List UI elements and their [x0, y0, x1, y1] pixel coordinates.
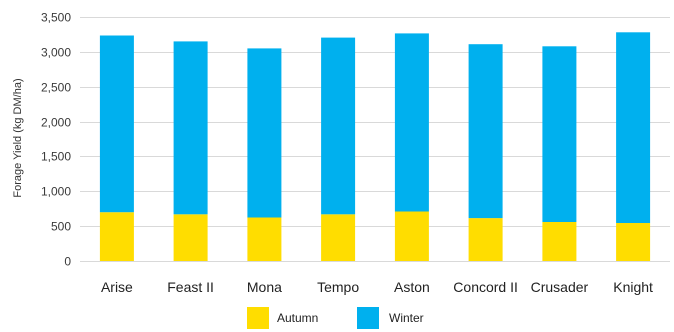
bar-autumn-knight — [616, 223, 651, 261]
x-tick-label: Concord II — [453, 279, 518, 295]
legend-label-autumn: Autumn — [277, 311, 318, 325]
bar-autumn-aston — [394, 211, 429, 261]
legend-label-winter: Winter — [389, 311, 424, 325]
x-tick-label: Aston — [394, 279, 430, 295]
bar-autumn-tempo — [321, 214, 356, 261]
bar-winter-knight — [616, 32, 651, 223]
y-tick-label: 3,500 — [41, 11, 71, 25]
bar-winter-concord-ii — [468, 44, 503, 219]
x-tick-label: Mona — [247, 279, 282, 295]
bar-winter-tempo — [321, 37, 356, 215]
y-tick-label: 2,500 — [41, 81, 71, 95]
x-tick-label: Crusader — [531, 279, 589, 295]
x-tick-label: Arise — [101, 279, 133, 295]
x-tick-label: Knight — [613, 279, 653, 295]
bar-winter-crusader — [542, 46, 577, 222]
y-axis-title: Forage Yield (kg DM/ha) — [12, 78, 24, 197]
y-tick-label: 500 — [51, 220, 71, 234]
x-axis-labels: Arise Feast II Mona Tempo Aston Concord II Cru… — [101, 279, 653, 295]
bar-winter-aston — [394, 33, 429, 212]
bar-autumn-feast-ii — [173, 214, 208, 261]
x-tick-label: Tempo — [317, 279, 359, 295]
gridlines — [80, 17, 670, 262]
y-tick-label: 1,000 — [41, 185, 71, 199]
bar-autumn-arise — [99, 212, 134, 261]
y-tick-label: 1,500 — [41, 150, 71, 164]
bar-winter-mona — [247, 48, 282, 218]
legend-swatch-autumn — [247, 307, 269, 329]
x-tick-label: Feast II — [167, 279, 214, 295]
bar-autumn-mona — [247, 217, 282, 261]
bar-winter-arise — [99, 35, 134, 213]
bar-autumn-crusader — [542, 222, 577, 261]
legend-swatch-winter — [357, 307, 379, 329]
legend: Autumn Winter — [247, 307, 424, 329]
y-tick-label: 0 — [64, 255, 71, 269]
bar-winter-feast-ii — [173, 41, 208, 215]
y-tick-label: 3,000 — [41, 46, 71, 60]
bars — [99, 32, 651, 261]
y-axis-ticks: 0 500 1,000 1,500 2,000 2,500 3,000 3,500 — [41, 11, 71, 269]
y-tick-label: 2,000 — [41, 116, 71, 130]
bar-autumn-concord-ii — [468, 218, 503, 261]
